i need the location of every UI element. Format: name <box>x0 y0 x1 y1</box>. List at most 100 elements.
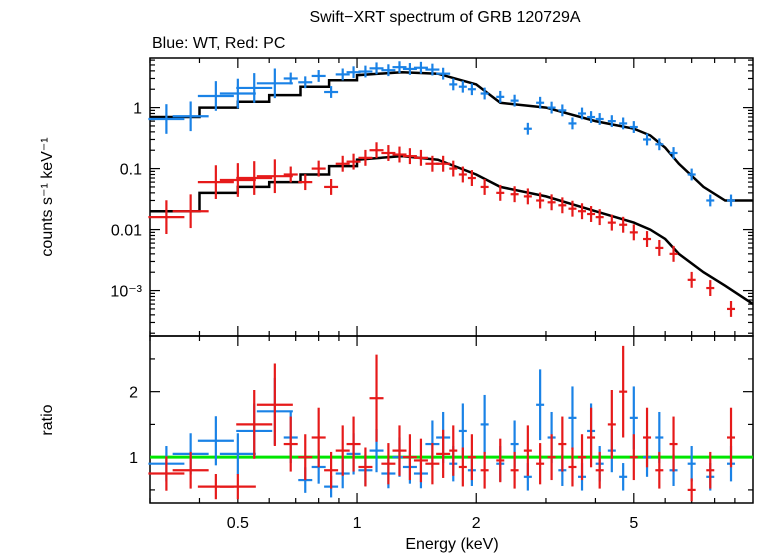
spectrum-wt-point <box>298 76 313 89</box>
ratio-pc-point <box>358 447 373 487</box>
ratio-pc-point <box>467 434 476 481</box>
spectrum-wt-point <box>369 62 384 75</box>
spectrum-pc-point <box>381 145 396 161</box>
ratio-pc-point <box>687 478 696 502</box>
spectrum-pc-point <box>643 231 652 247</box>
spectrum-wt-point <box>619 117 628 130</box>
ratio-pc-point <box>413 438 428 483</box>
spectrum-pc-point <box>148 200 185 234</box>
ratio-wt-point <box>197 416 234 466</box>
ratio-pc-point <box>578 434 587 481</box>
spectrum-pc-point <box>706 280 715 296</box>
ratio-y-axis-label: ratio <box>39 404 56 435</box>
spectrum-wt-point <box>595 113 604 125</box>
spectrum-pc-point <box>587 206 596 222</box>
ratio-pc-point <box>458 447 467 487</box>
ratio-wt-point <box>219 433 256 475</box>
x-tick-label: 2 <box>472 515 481 532</box>
spectrum-wt-point <box>547 101 556 114</box>
ratio-pc-point <box>669 416 678 472</box>
ratio-pc-point <box>587 407 596 468</box>
spectrum-wt-point <box>324 86 339 98</box>
y-tick-label: 1 <box>129 450 138 467</box>
ratio-pc-point <box>298 434 313 481</box>
spectrum-pc-point <box>547 194 556 211</box>
ratio-pc-point <box>595 451 604 489</box>
spectrum-y-axis-label: counts s⁻¹ keV⁻¹ <box>39 137 56 256</box>
spectrum-pc-point <box>458 166 467 183</box>
y-tick-label: 2 <box>129 385 138 402</box>
spectrum-wt-point <box>568 117 577 130</box>
spectrum-pc-point <box>467 170 476 186</box>
spectrum-pc-point <box>369 142 384 159</box>
ratio-pc-point <box>236 390 273 459</box>
spectrum-wt-point <box>392 61 407 74</box>
ratio-panel: 1 2 ratio <box>39 335 754 504</box>
x-axis-label: Energy (keV) <box>405 536 498 553</box>
spectrum-pc-point <box>358 149 373 166</box>
spectrum-wt-point <box>219 78 256 109</box>
spectrum-pc-point <box>219 163 256 197</box>
spectrum-pc-point <box>402 148 417 165</box>
spectrum-pc-point <box>311 160 326 177</box>
spectrum-wt-point <box>402 63 417 75</box>
ratio-pc-point <box>219 474 256 500</box>
spectrum-pc-point <box>510 186 519 203</box>
y-tick-label: 0.01 <box>111 223 142 240</box>
ratio-data <box>148 345 753 502</box>
chart-title: Swift−XRT spectrum of GRB 120729A <box>309 9 580 26</box>
ratio-pc-point <box>607 390 616 459</box>
spectrum-wt-point <box>236 73 273 103</box>
ratio-wt-point <box>536 369 545 441</box>
spectrum-pc-point <box>392 146 407 163</box>
ratio-pc-point <box>706 451 715 489</box>
ratio-pc-point <box>496 438 505 483</box>
spectrum-wt-point <box>425 63 440 76</box>
spectrum-pc-point <box>335 155 350 172</box>
ratio-pc-point <box>392 425 407 476</box>
ratio-pc-point <box>568 447 577 487</box>
ratio-wt-point <box>480 394 489 454</box>
ratio-pc-point <box>480 451 489 489</box>
spectrum-panel: 1 0.1 0.01 10⁻³ counts s⁻¹ keV⁻¹ <box>39 57 754 337</box>
spectrum-wt-point <box>172 101 209 132</box>
spectrum-wt-point <box>335 68 350 81</box>
spectrum-wt-point <box>311 70 326 82</box>
ratio-wt-point <box>568 386 577 450</box>
ratio-pc-point <box>510 451 519 489</box>
spectrum-wt-point <box>197 81 234 111</box>
spectrum-pc-point <box>607 214 616 231</box>
spectrum-wt-point <box>381 64 396 77</box>
spectrum-wt-point <box>436 67 451 80</box>
ratio-pc-point <box>346 416 361 472</box>
ratio-pc-point <box>256 363 293 447</box>
y-tick-label: 10⁻³ <box>110 284 142 301</box>
spectrum-wt-point <box>413 61 428 74</box>
spectrum-wt-point <box>458 80 467 93</box>
spectrum-wt-point <box>449 78 458 91</box>
spectrum-wt-point <box>558 104 567 117</box>
spectrum-wt-point <box>358 65 373 78</box>
ratio-wt-point <box>619 463 628 491</box>
spectrum-wt-point <box>727 194 736 207</box>
ratio-pc-point <box>311 407 326 468</box>
spectrum-axis-ticks: 1 0.1 0.01 10⁻³ <box>110 58 753 336</box>
spectrum-wt-point <box>283 72 298 85</box>
ratio-pc-point <box>523 425 532 476</box>
spectrum-frame <box>149 57 754 337</box>
ratio-pc-point <box>449 425 458 476</box>
ratio-pc-point <box>335 425 350 476</box>
spectrum-pc-point <box>236 161 273 195</box>
spectrum-pc-point <box>324 178 339 195</box>
spectrum-wt-point <box>587 111 596 123</box>
spectrum-wt-point <box>510 94 519 107</box>
spectrum-pc-point <box>346 153 361 170</box>
spectrum-pc-point <box>298 174 313 191</box>
ratio-wt-point <box>687 446 696 482</box>
spectrum-wt-point <box>629 121 638 133</box>
spectrum-pc-point <box>536 192 545 209</box>
spectrum-pc-point <box>449 160 458 177</box>
spectrum-pc-point <box>283 166 298 183</box>
chart-subtitle: Blue: WT, Red: PC <box>152 35 285 52</box>
